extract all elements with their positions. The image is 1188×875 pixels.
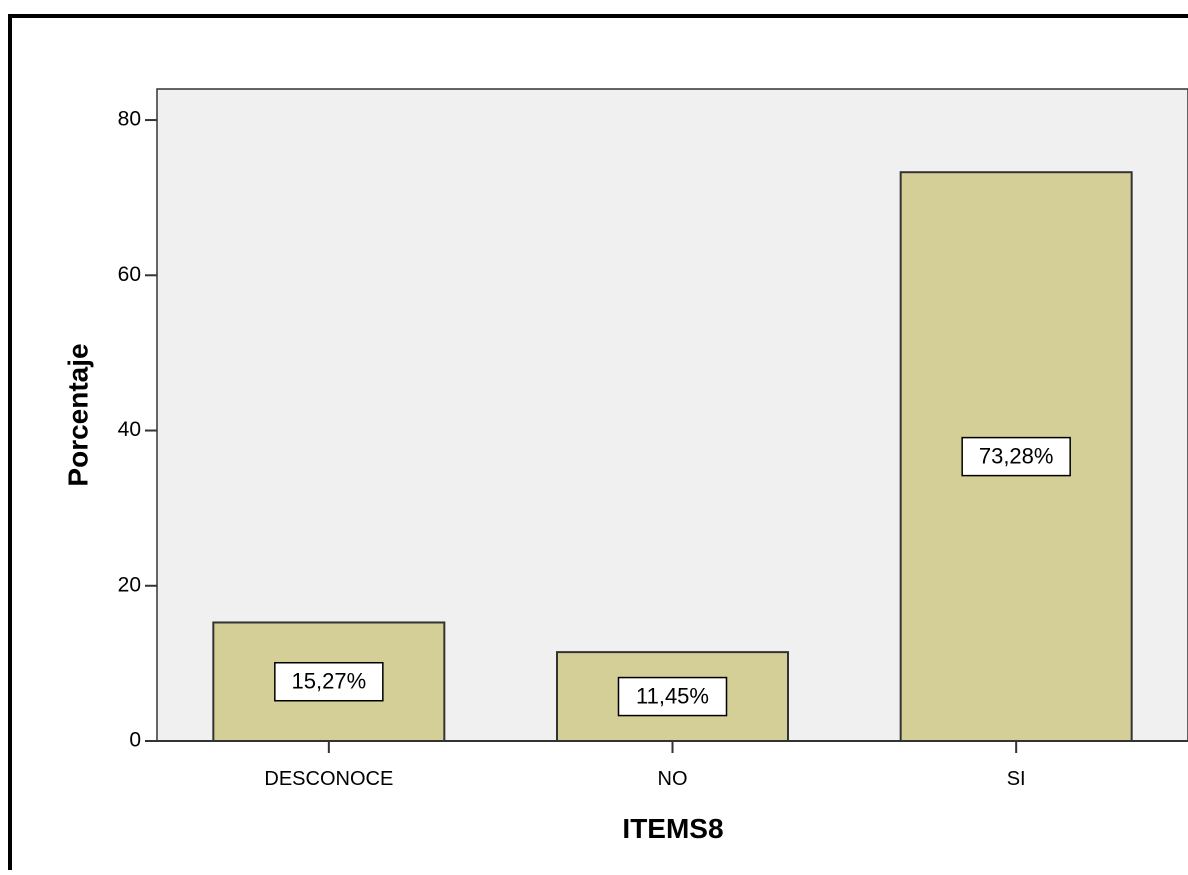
y-tick-label: 40 bbox=[118, 418, 141, 441]
y-axis-title: Porcentaje bbox=[62, 343, 93, 486]
data-label: 15,27% bbox=[292, 669, 367, 694]
data-label: 73,28% bbox=[979, 443, 1054, 468]
y-tick-label: 80 bbox=[118, 108, 141, 131]
data-label-box bbox=[617, 676, 728, 717]
x-axis: DESCONOCE NO SI bbox=[157, 740, 1188, 790]
y-tick-label: 20 bbox=[118, 573, 141, 596]
data-label: 11,45% bbox=[636, 683, 709, 708]
x-tick-label: DESCONOCE bbox=[264, 768, 393, 790]
x-axis-title: ITEMS8 bbox=[622, 813, 723, 844]
data-label-box bbox=[274, 661, 384, 702]
x-tick-label: NO bbox=[658, 768, 688, 790]
x-tick-label: SI bbox=[1007, 768, 1026, 790]
outer-frame bbox=[8, 14, 1188, 870]
bars-group: 15,27% 11,45% 73,28% bbox=[212, 171, 1133, 743]
y-axis: 0 20 40 60 80 bbox=[118, 108, 157, 752]
y-tick-label: 0 bbox=[129, 729, 141, 752]
data-label-box bbox=[961, 436, 1071, 477]
y-tick-label: 60 bbox=[118, 263, 141, 286]
